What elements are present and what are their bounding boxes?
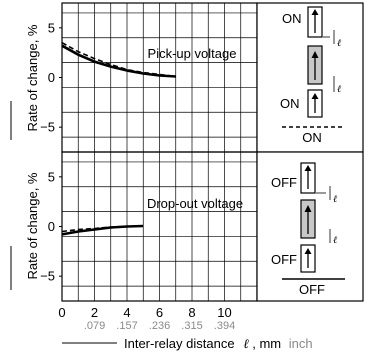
- y-tick-label: 0: [48, 219, 55, 234]
- pickup-diagram-bottom-label: ON: [280, 96, 300, 111]
- relay-top-arrowhead: [304, 165, 312, 171]
- dropout-grid: [62, 152, 257, 301]
- dropout-diagram-top-label: OFF: [271, 175, 297, 190]
- series-line-dashed: [61, 41, 176, 78]
- x-tick-label-mm: 6: [156, 305, 163, 320]
- dropout-ratio-label: OFF: [299, 282, 325, 297]
- dropout-panel: 50−5 Drop-out voltage Rate of change, % …: [10, 151, 364, 302]
- dropout-diagram: OFF ℓ ℓ OFF OFF: [271, 162, 345, 297]
- y-tick-label: −5: [40, 269, 55, 284]
- y-tick-label: 5: [48, 169, 55, 184]
- x-tick-label-mm: 8: [188, 305, 195, 320]
- pickup-ylabel: Rate of change, %: [25, 24, 40, 131]
- x-ticks-mm: 0 2 4 6 8 10: [58, 305, 231, 320]
- ell-symbol-1: ℓ: [337, 38, 341, 49]
- x-ticks-inch: .079 .157 .236 .315 .394: [84, 320, 235, 332]
- dropout-diagram-bottom-label: OFF: [271, 252, 297, 267]
- x-axis-ell: ℓ: [243, 336, 249, 351]
- x-axis-label: Inter-relay distance ℓ , mm inch: [124, 336, 313, 351]
- pickup-series: [61, 41, 176, 78]
- ell-symbol-2: ℓ: [337, 84, 341, 95]
- x-tick-label-inch: .315: [181, 320, 202, 332]
- x-tick-label-mm: 2: [91, 305, 98, 320]
- pickup-panel: 5 0 −5 Pick-up voltage Rate of change, % O…: [10, 2, 364, 153]
- x-tick-label-mm: 4: [123, 305, 130, 320]
- ell-symbol-2: ℓ: [333, 235, 337, 246]
- x-tick-label-inch: .394: [214, 320, 235, 332]
- x-tick-label-inch: .079: [84, 320, 105, 332]
- pickup-ratio-label: ON: [302, 130, 322, 145]
- x-tick-label-inch: .236: [149, 320, 170, 332]
- relay-middle-arrowhead: [304, 205, 312, 212]
- series-line-solid: [61, 44, 176, 78]
- x-tick-label-mm: 10: [217, 305, 231, 320]
- dropout-series: [61, 224, 144, 236]
- x-tick-label-inch: .157: [116, 320, 137, 332]
- y-tick-label: −5: [40, 120, 55, 135]
- dropout-y-ticks: 5 0 −5: [40, 169, 62, 284]
- pickup-diagram-top-label: ON: [282, 11, 302, 26]
- pickup-y-ticks: 5 0 −5: [40, 20, 62, 135]
- pickup-annotation: Pick-up voltage: [148, 46, 237, 61]
- x-axis-unit-inch: inch: [289, 336, 313, 351]
- relay-middle-arrowhead: [311, 51, 319, 58]
- pickup-grid: [62, 3, 257, 152]
- dropout-annotation: Drop-out voltage: [147, 196, 243, 211]
- x-tick-label-mm: 0: [58, 305, 65, 320]
- y-tick-label: 0: [48, 70, 55, 85]
- ell-symbol-1: ℓ: [333, 194, 337, 205]
- x-axis-label-text: Inter-relay distance: [124, 336, 235, 351]
- dropout-ylabel: Rate of change, %: [25, 172, 40, 279]
- relay-bottom-arrowhead: [311, 93, 319, 99]
- relay-top-arrowhead: [311, 9, 319, 15]
- relay-bottom-arrowhead: [304, 248, 312, 254]
- y-tick-label: 5: [48, 20, 55, 35]
- x-axis-unit-mm: , mm: [252, 336, 281, 351]
- pickup-diagram: ON ℓ ℓ ON ON: [280, 6, 343, 145]
- series-line-dashed: [61, 225, 144, 233]
